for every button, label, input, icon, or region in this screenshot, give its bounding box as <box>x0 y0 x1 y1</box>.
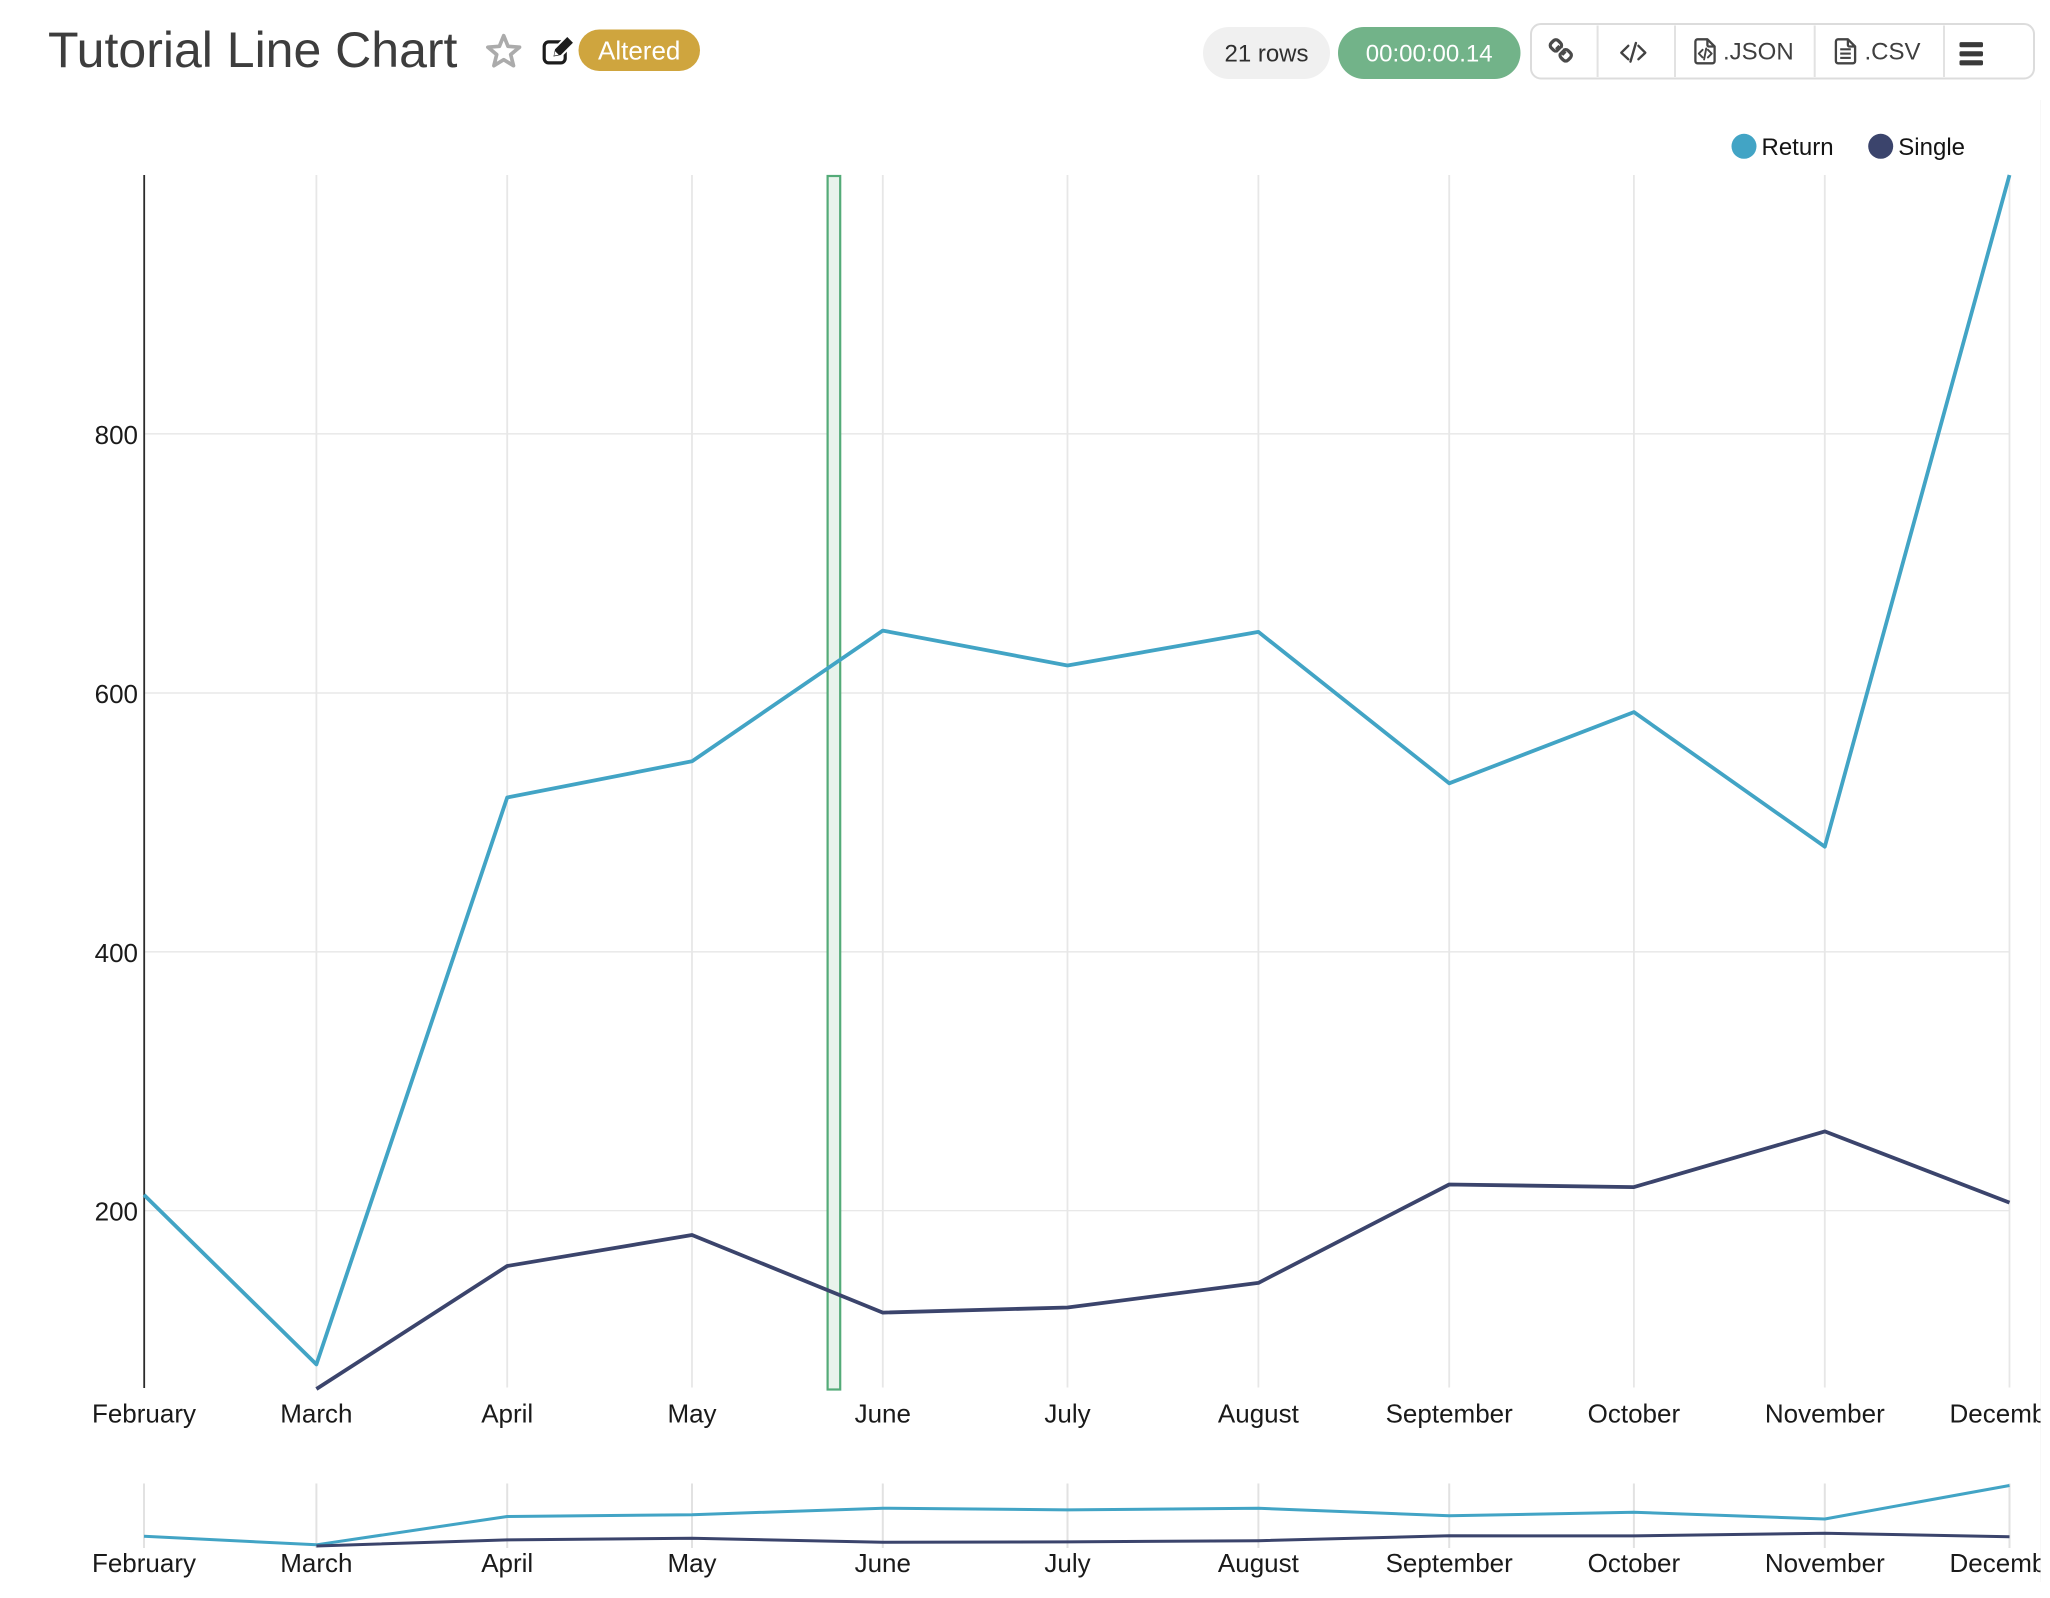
svg-text:Return: Return <box>1762 134 1834 161</box>
svg-text:August: August <box>1218 1399 1300 1429</box>
svg-text:July: July <box>1044 1399 1090 1429</box>
svg-text:July: July <box>1044 1548 1090 1578</box>
svg-text:May: May <box>667 1399 716 1429</box>
svg-text:February: February <box>92 1399 196 1429</box>
svg-text:April: April <box>481 1548 533 1578</box>
svg-text:December: December <box>1950 1548 2050 1578</box>
svg-text:Tutorial Line Chart: Tutorial Line Chart <box>48 22 458 78</box>
svg-text:June: June <box>855 1399 911 1429</box>
svg-text:200: 200 <box>95 1197 138 1227</box>
svg-text:April: April <box>481 1399 533 1429</box>
svg-text:September: September <box>1386 1399 1514 1429</box>
svg-text:21 rows: 21 rows <box>1224 41 1308 68</box>
svg-text:December: December <box>1950 1399 2050 1429</box>
svg-text:00:00:00.14: 00:00:00.14 <box>1366 41 1493 68</box>
svg-text:March: March <box>280 1548 352 1578</box>
svg-text:May: May <box>667 1548 716 1578</box>
svg-text:October: October <box>1588 1548 1681 1578</box>
svg-text:.JSON: .JSON <box>1723 39 1794 66</box>
svg-text:600: 600 <box>95 679 138 709</box>
svg-text:March: March <box>280 1399 352 1429</box>
svg-text:August: August <box>1218 1548 1300 1578</box>
svg-text:Single: Single <box>1898 134 1965 161</box>
svg-text:.CSV: .CSV <box>1865 39 1921 66</box>
svg-text:800: 800 <box>95 420 138 450</box>
svg-text:400: 400 <box>95 938 138 968</box>
svg-text:November: November <box>1765 1399 1885 1429</box>
svg-text:Altered: Altered <box>598 36 680 66</box>
svg-text:June: June <box>855 1548 911 1578</box>
svg-text:October: October <box>1588 1399 1681 1429</box>
svg-text:November: November <box>1765 1548 1885 1578</box>
svg-text:September: September <box>1386 1548 1514 1578</box>
svg-text:February: February <box>92 1548 196 1578</box>
